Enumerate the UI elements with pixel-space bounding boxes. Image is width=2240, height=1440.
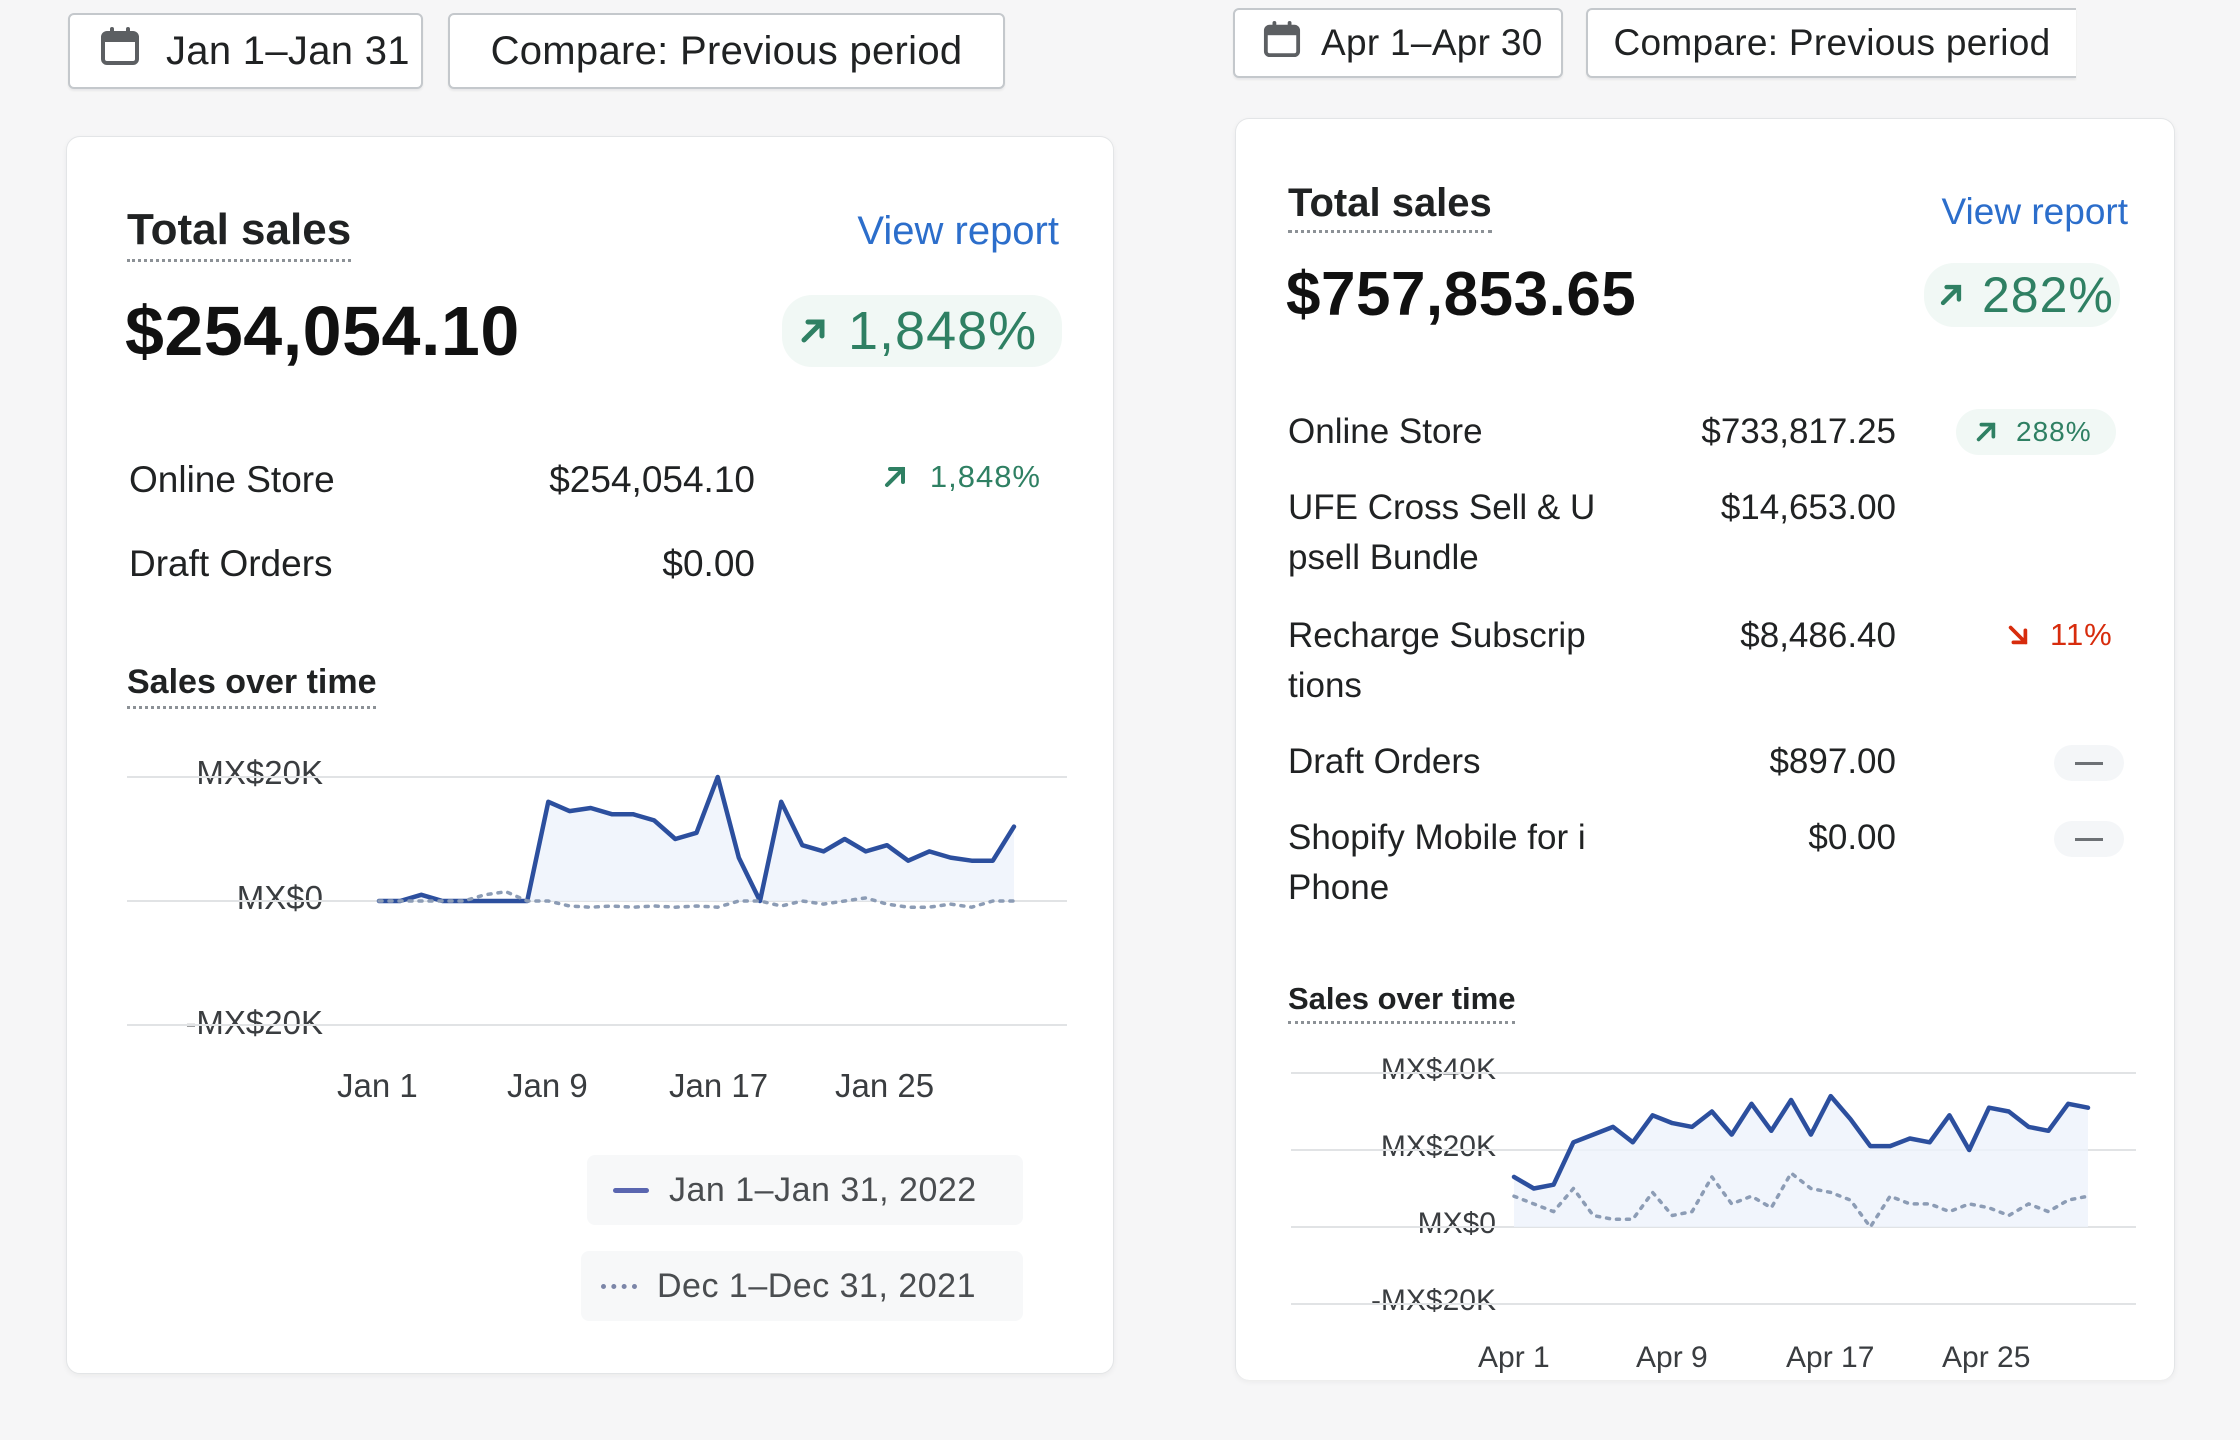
channel-label-ufe-cross-sell: UFE Cross Sell & U <box>1288 488 1596 527</box>
total-change-value: 282% <box>1982 267 2114 323</box>
channel-label-draft-orders: Draft Orders <box>1288 742 1481 781</box>
total-sales-card: Total sales View report $757,853.65 282%… <box>1235 118 2175 1380</box>
sales-over-time-chart <box>127 774 1067 1026</box>
x-tick-label: Apr 1 <box>1478 1341 1550 1374</box>
x-tick-label: Apr 9 <box>1636 1341 1708 1374</box>
arrow-down-right-icon <box>2008 625 2028 645</box>
x-tick-label: Apr 25 <box>1942 1341 2031 1374</box>
view-report-link[interactable]: View report <box>1941 191 2128 232</box>
total-change-badge: 282% <box>1924 263 2120 327</box>
chart-title[interactable]: Sales over time <box>127 663 377 709</box>
total-change-value: 1,848% <box>848 301 1038 361</box>
channel-value-online-store: $733,817.25 <box>1701 412 1896 451</box>
calendar-icon <box>100 26 140 76</box>
channel-change-value: 288% <box>2016 416 2092 447</box>
x-tick-label: Apr 17 <box>1786 1341 1875 1374</box>
channel-label-recharge-line2: tions <box>1288 666 1362 705</box>
sales-over-time-chart <box>1291 1072 2136 1305</box>
dash-icon <box>2075 761 2103 765</box>
channel-value-online-store: $254,054.10 <box>549 459 755 500</box>
compare-label: Compare: Previous period <box>490 28 963 73</box>
y-tick-label: MX$20K <box>1380 1130 1496 1163</box>
y-tick-label: MX$0 <box>236 879 323 916</box>
y-tick-label: MX$40K <box>1380 1053 1496 1086</box>
channel-value-draft-orders: $0.00 <box>662 543 755 584</box>
series-line-previous <box>1512 1171 2090 1229</box>
channel-label-online-store: Online Store <box>129 459 335 500</box>
series-line-current <box>376 774 1017 904</box>
series-line-previous <box>377 889 1016 909</box>
no-change-badge <box>2054 821 2124 857</box>
x-tick-label: Jan 25 <box>835 1067 935 1104</box>
total-sales-value: $757,853.65 <box>1286 260 1637 329</box>
date-range-button[interactable]: Jan 1–Jan 31 <box>68 13 423 89</box>
arrow-up-right-icon <box>1940 284 1962 306</box>
arrow-up-right-icon <box>801 319 825 343</box>
chart-title[interactable]: Sales over time <box>1288 981 1516 1024</box>
compare-button[interactable]: Compare: Previous period <box>1586 8 2076 78</box>
legend-item-previous[interactable]: Dec 1–Dec 31, 2021 <box>581 1251 1023 1321</box>
date-range-button[interactable]: Apr 1–Apr 30 <box>1233 8 1563 78</box>
date-range-label: Apr 1–Apr 30 <box>1321 22 1543 63</box>
total-sales-value: $254,054.10 <box>125 292 520 370</box>
channel-value-recharge: $8,486.40 <box>1740 616 1896 655</box>
card-title[interactable]: Total sales <box>1288 181 1492 233</box>
y-tick-label: -MX$20K <box>1370 1284 1496 1317</box>
arrow-up-right-icon <box>884 467 905 487</box>
channel-change-online-store: 1,848% <box>882 459 1041 495</box>
x-tick-label: Jan 17 <box>669 1067 769 1104</box>
calendar-icon <box>1263 20 1301 67</box>
channel-label-online-store: Online Store <box>1288 412 1483 451</box>
channel-change-value: 11% <box>2050 617 2113 652</box>
compare-label: Compare: Previous period <box>1613 22 2051 63</box>
series-line-current <box>1511 1093 2091 1191</box>
compare-button[interactable]: Compare: Previous period <box>448 13 1005 89</box>
no-change-badge <box>2054 745 2124 781</box>
total-change-badge: 1,848% <box>782 295 1062 367</box>
channel-change-value: 1,848% <box>929 459 1041 494</box>
legend-swatch-solid <box>613 1187 649 1193</box>
channel-label-ufe-cross-sell-line2: psell Bundle <box>1288 538 1479 577</box>
dash-icon <box>2075 837 2103 841</box>
view-report-link[interactable]: View report <box>857 209 1059 253</box>
legend-item-current[interactable]: Jan 1–Jan 31, 2022 <box>587 1155 1023 1225</box>
arrow-up-right-icon <box>1976 422 1996 442</box>
legend-swatch-dotted <box>601 1283 637 1289</box>
card-title[interactable]: Total sales <box>127 205 352 262</box>
channel-change-online-store: 288% <box>1956 409 2116 455</box>
channel-value-shopify-mobile: $0.00 <box>1808 818 1896 857</box>
channel-value-ufe-cross-sell: $14,653.00 <box>1720 488 1896 527</box>
legend-label: Dec 1–Dec 31, 2021 <box>657 1266 976 1305</box>
channel-label-shopify-mobile-line2: Phone <box>1288 868 1390 907</box>
channel-change-recharge: 11% <box>2006 617 2113 653</box>
channel-label-shopify-mobile: Shopify Mobile for i <box>1288 818 1586 857</box>
series-area <box>1514 1096 2088 1227</box>
y-tick-label: MX$0 <box>1417 1207 1496 1240</box>
x-tick-label: Jan 9 <box>507 1067 588 1104</box>
date-range-label: Jan 1–Jan 31 <box>166 28 410 73</box>
series-area <box>379 777 1014 901</box>
y-tick-label: MX$20K <box>196 754 323 791</box>
y-tick-label: -MX$20K <box>185 1004 323 1041</box>
channel-value-draft-orders: $897.00 <box>1769 742 1896 781</box>
channel-label-recharge: Recharge Subscrip <box>1288 616 1586 655</box>
channel-label-draft-orders: Draft Orders <box>129 543 333 584</box>
legend-label: Jan 1–Jan 31, 2022 <box>669 1170 977 1209</box>
x-tick-label: Jan 1 <box>337 1067 418 1104</box>
total-sales-card: Total sales View report $254,054.10 1,84… <box>66 136 1114 1374</box>
